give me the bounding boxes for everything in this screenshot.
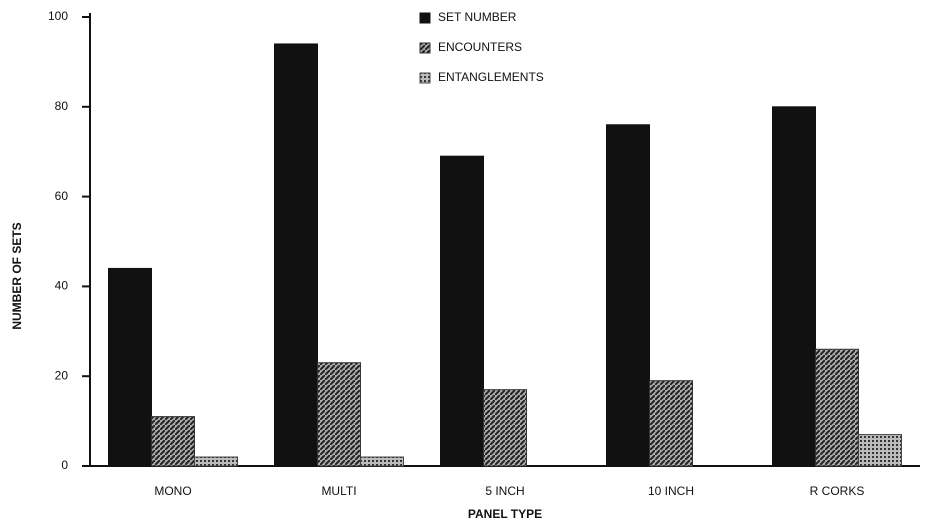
bar [772, 106, 816, 467]
bar [360, 456, 404, 467]
x-axis-title: PANEL TYPE [468, 507, 542, 521]
y-tick-label: 80 [55, 99, 69, 113]
bar [815, 348, 859, 467]
legend-swatch [419, 72, 431, 84]
bar [194, 456, 238, 467]
bar [274, 43, 318, 467]
legend-label: SET NUMBER [438, 10, 517, 24]
legend-swatch [419, 42, 431, 54]
y-tick-label: 0 [61, 458, 68, 472]
bar [858, 434, 902, 467]
x-tick-label: MONO [154, 484, 191, 498]
x-tick-label: MULTI [321, 484, 356, 498]
bar [483, 389, 527, 467]
bar [317, 362, 361, 467]
bar [151, 416, 195, 467]
y-tick-label: 40 [55, 279, 69, 293]
bar [649, 380, 693, 467]
x-tick-label: 5 INCH [485, 484, 524, 498]
legend-label: ENCOUNTERS [438, 40, 522, 54]
bar [440, 155, 484, 467]
x-tick-label: R CORKS [810, 484, 865, 498]
y-tick-label: 100 [48, 9, 68, 23]
y-axis-title: NUMBER OF SETS [10, 222, 24, 329]
bar [606, 124, 650, 467]
x-tick-label: 10 INCH [648, 484, 694, 498]
y-tick-label: 20 [55, 368, 69, 382]
legend-swatch [419, 12, 431, 24]
bar [108, 267, 152, 467]
legend-label: ENTANGLEMENTS [438, 70, 544, 84]
y-tick-label: 60 [55, 189, 69, 203]
